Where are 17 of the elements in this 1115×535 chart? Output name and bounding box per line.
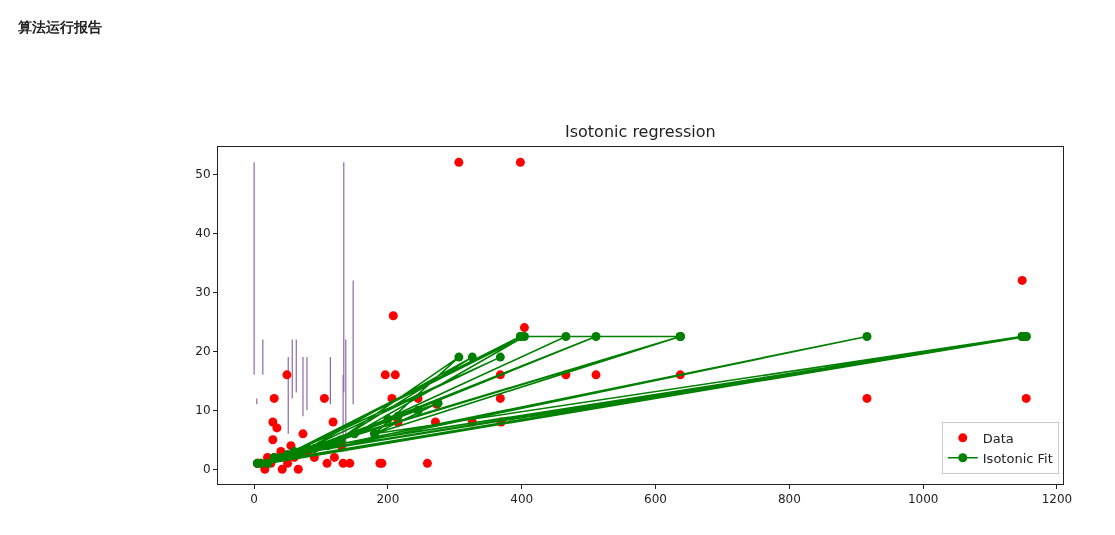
y-tick-label: 0 xyxy=(202,462,211,477)
x-tick-label: 0 xyxy=(250,492,258,507)
x-tick-label: 600 xyxy=(644,492,667,507)
chart-subtitle: Isotonic regression xyxy=(565,122,716,141)
y-tick-label: 40 xyxy=(195,226,211,241)
legend-label: Data xyxy=(982,430,1014,446)
x-tick-label: 400 xyxy=(510,492,534,507)
x-tick-label: 800 xyxy=(777,492,801,507)
x-tick-label: 1200 xyxy=(1041,492,1073,507)
y-tick-label: 20 xyxy=(195,344,211,359)
x-tick-label: 200 xyxy=(376,492,400,507)
y-tick-label: 30 xyxy=(195,285,211,300)
y-tick-label: 50 xyxy=(195,167,211,182)
text: 算法运行报告 xyxy=(17,18,102,35)
legend-label: Isotonic Fit xyxy=(982,450,1053,466)
y-tick-label: 10 xyxy=(195,403,211,418)
x-tick-label: 1000 xyxy=(907,492,939,507)
